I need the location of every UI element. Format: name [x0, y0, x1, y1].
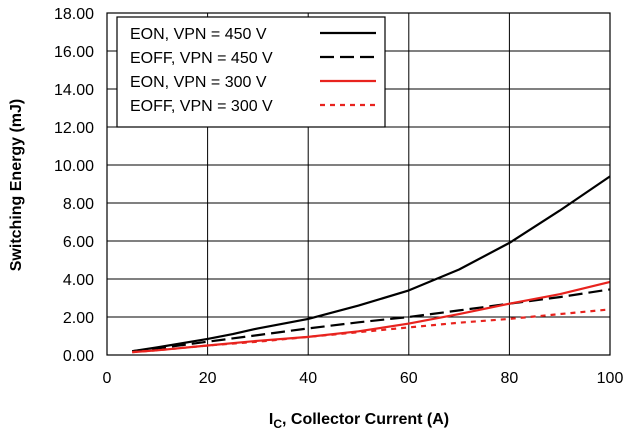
- x-tick-labels: 0 20 40 60 80 100: [103, 370, 624, 387]
- plot-frame: [106, 12, 611, 356]
- y-tick-labels: 0.00 2.00 4.00 6.00 8.00 10.00 12.00 14.00 16.00…: [54, 6, 94, 365]
- series-line-2: [132, 288, 611, 353]
- x-tick-label: 0: [103, 370, 112, 387]
- x-axis-title: IC, Collector Current (A): [269, 411, 449, 431]
- y-tick-label: 10.00: [54, 158, 94, 175]
- legend-label: EON, VPN = 300 V: [130, 74, 267, 91]
- x-tick-label: 100: [597, 370, 624, 387]
- legend-box: [116, 16, 386, 128]
- y-tick-label: 14.00: [54, 82, 94, 99]
- y-tick-label: 18.00: [54, 6, 94, 23]
- x-tick-label: 20: [199, 370, 217, 387]
- y-tick-label: 6.00: [63, 234, 94, 251]
- y-axis-title: Switching Energy (mJ): [8, 99, 25, 271]
- series-layer: [132, 175, 611, 354]
- legend-label: EOFF, VPN = 450 V: [130, 50, 273, 67]
- series-line-1: [132, 175, 611, 353]
- series-line-3: [132, 280, 611, 354]
- x-axis-title-main: I: [269, 411, 273, 428]
- x-axis-title-rest: , Collector Current (A): [282, 411, 449, 428]
- y-tick-label: 16.00: [54, 44, 94, 61]
- x-tick-label: 40: [299, 370, 317, 387]
- legend-label: EON, VPN = 450 V: [130, 26, 267, 43]
- y-tick-label: 8.00: [63, 196, 94, 213]
- x-tick-label: 60: [400, 370, 418, 387]
- y-tick-label: 4.00: [63, 272, 94, 289]
- y-tick-label: 2.00: [63, 310, 94, 327]
- y-tick-label: 12.00: [54, 120, 94, 137]
- legend: EON, VPN = 450 V EOFF, VPN = 450 V EON, VP…: [116, 16, 386, 128]
- x-tick-label: 80: [501, 370, 519, 387]
- x-axis-title-subscript: C: [273, 417, 282, 431]
- legend-label: EOFF, VPN = 300 V: [130, 98, 273, 115]
- y-tick-label: 0.00: [63, 348, 94, 365]
